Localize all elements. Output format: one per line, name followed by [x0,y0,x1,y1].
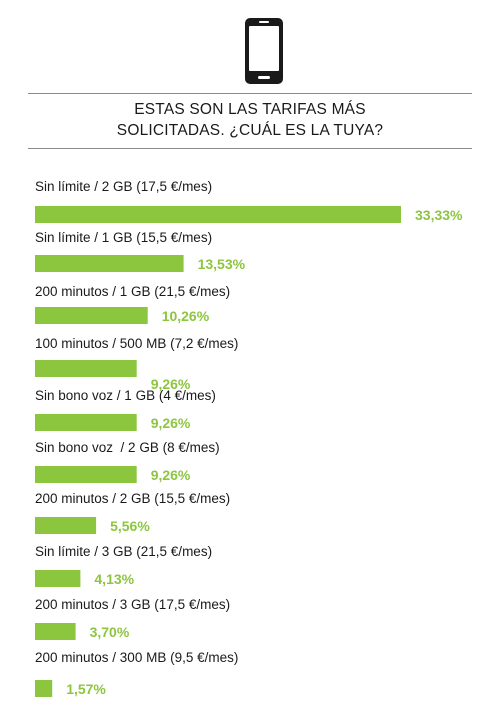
value-label: 9,26% [151,415,191,431]
value-label: 9,26% [151,467,191,483]
category-label: Sin límite / 1 GB (15,5 €/mes) [35,230,212,245]
value-label: 9,26% [151,376,191,392]
bar [35,570,81,587]
category-label: 200 minutos / 1 GB (21,5 €/mes) [35,284,230,299]
category-label: 200 minutos / 300 MB (9,5 €/mes) [35,650,238,665]
header-top-rule [28,93,472,94]
value-label: 4,13% [94,571,134,587]
page-title: ESTAS SON LAS TARIFAS MÁS SOLICITADAS. ¿… [28,99,472,141]
category-label: Sin límite / 2 GB (17,5 €/mes) [35,179,212,194]
value-label: 13,53% [198,256,246,272]
value-label: 5,56% [110,518,150,534]
title-line-2: SOLICITADAS. ¿CUÁL ES LA TUYA? [116,122,384,139]
bar [35,517,97,534]
bar [35,206,401,223]
header-bottom-rule [28,148,472,149]
category-label: Sin límite / 3 GB (21,5 €/mes) [35,544,212,559]
value-label: 1,57% [66,681,106,697]
category-label: 100 minutos / 500 MB (7,2 €/mes) [35,336,238,351]
bar [35,255,184,272]
bar [35,360,137,377]
bar [35,414,137,431]
value-label: 33,33% [415,207,463,223]
bar [35,680,53,697]
category-label: 200 minutos / 3 GB (17,5 €/mes) [35,597,230,612]
smartphone-icon [245,18,283,84]
title-line-1: ESTAS SON LAS TARIFAS MÁS [134,101,366,118]
category-label: Sin bono voz / 2 GB (8 €/mes) [35,440,220,455]
bar [35,466,137,483]
bar [35,623,76,640]
bar [35,307,148,324]
value-label: 10,26% [162,308,210,324]
category-label: Sin bono voz / 1 GB (4 €/mes) [35,388,216,403]
category-label: 200 minutos / 2 GB (15,5 €/mes) [35,491,230,506]
value-label: 3,70% [90,624,130,640]
